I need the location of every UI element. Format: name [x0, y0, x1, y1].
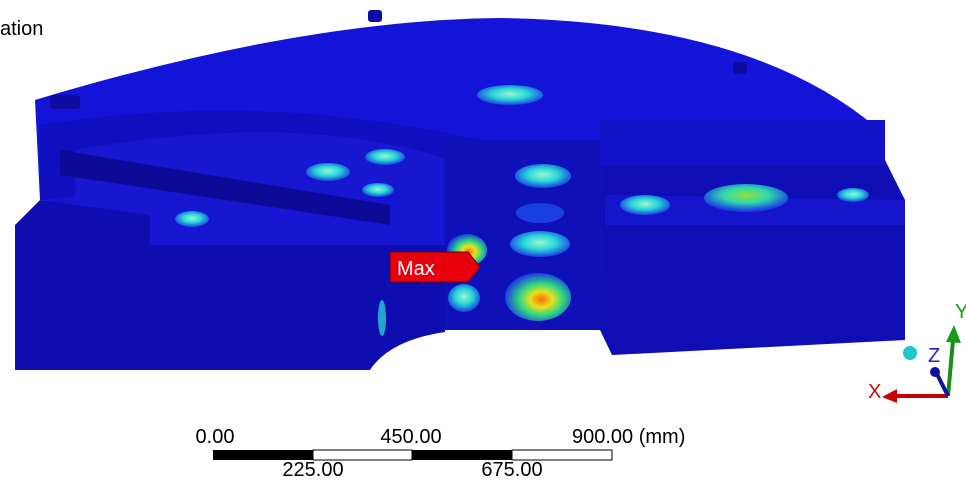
max-probe: Max [389, 251, 481, 283]
axis-label: Z [928, 345, 940, 367]
view-title: ation [0, 18, 43, 40]
axis-triad: Y X Z [868, 301, 966, 403]
scale-label: 900.00 (mm) [572, 426, 685, 448]
probe-label: Max [397, 258, 435, 280]
axis-label: Y [955, 301, 966, 323]
scale-label: 450.00 [380, 426, 441, 448]
scale-bar: 0.00 450.00 900.00 (mm) 225.00 675.00 [196, 426, 686, 481]
scale-label: 225.00 [282, 459, 343, 481]
model [15, 10, 905, 370]
scale-label: 0.00 [196, 426, 235, 448]
scale-label: 675.00 [481, 459, 542, 481]
axis-label: X [868, 381, 881, 403]
